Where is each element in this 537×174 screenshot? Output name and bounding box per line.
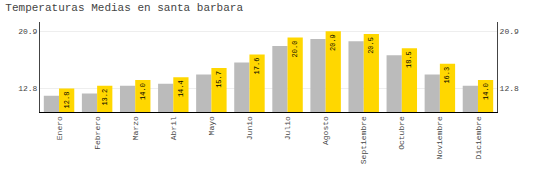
svg-text:12.8: 12.8 xyxy=(500,84,519,93)
svg-text:Octubre: Octubre xyxy=(397,116,406,150)
svg-text:16.3: 16.3 xyxy=(443,67,451,84)
svg-text:14.4: 14.4 xyxy=(177,80,185,97)
svg-text:Junio: Junio xyxy=(245,116,254,140)
svg-text:Noviembre: Noviembre xyxy=(435,116,444,159)
svg-text:20.9: 20.9 xyxy=(18,27,37,36)
svg-text:Julio: Julio xyxy=(283,116,292,140)
svg-text:Abril: Abril xyxy=(169,116,178,140)
svg-text:20.5: 20.5 xyxy=(367,37,375,54)
svg-text:Mayo: Mayo xyxy=(207,116,216,135)
svg-text:18.5: 18.5 xyxy=(405,51,413,68)
svg-text:17.6: 17.6 xyxy=(253,58,261,75)
svg-text:12.8: 12.8 xyxy=(18,84,37,93)
svg-text:20.9: 20.9 xyxy=(329,34,337,51)
svg-text:Temperaturas Medias en santa b: Temperaturas Medias en santa barbara xyxy=(5,2,243,14)
svg-text:15.7: 15.7 xyxy=(215,71,223,88)
svg-text:14.0: 14.0 xyxy=(139,83,147,100)
svg-text:Agosto: Agosto xyxy=(321,116,330,145)
svg-text:20.9: 20.9 xyxy=(500,27,519,36)
svg-text:14.0: 14.0 xyxy=(482,83,490,100)
svg-text:20.0: 20.0 xyxy=(291,41,299,58)
svg-text:Enero: Enero xyxy=(55,116,64,140)
svg-text:Febrero: Febrero xyxy=(93,116,102,150)
svg-text:Marzo: Marzo xyxy=(131,116,140,140)
svg-text:13.2: 13.2 xyxy=(101,89,109,106)
svg-text:Diciembre: Diciembre xyxy=(474,116,483,159)
svg-text:12.8: 12.8 xyxy=(63,92,71,109)
svg-text:Septiembre: Septiembre xyxy=(359,116,368,164)
